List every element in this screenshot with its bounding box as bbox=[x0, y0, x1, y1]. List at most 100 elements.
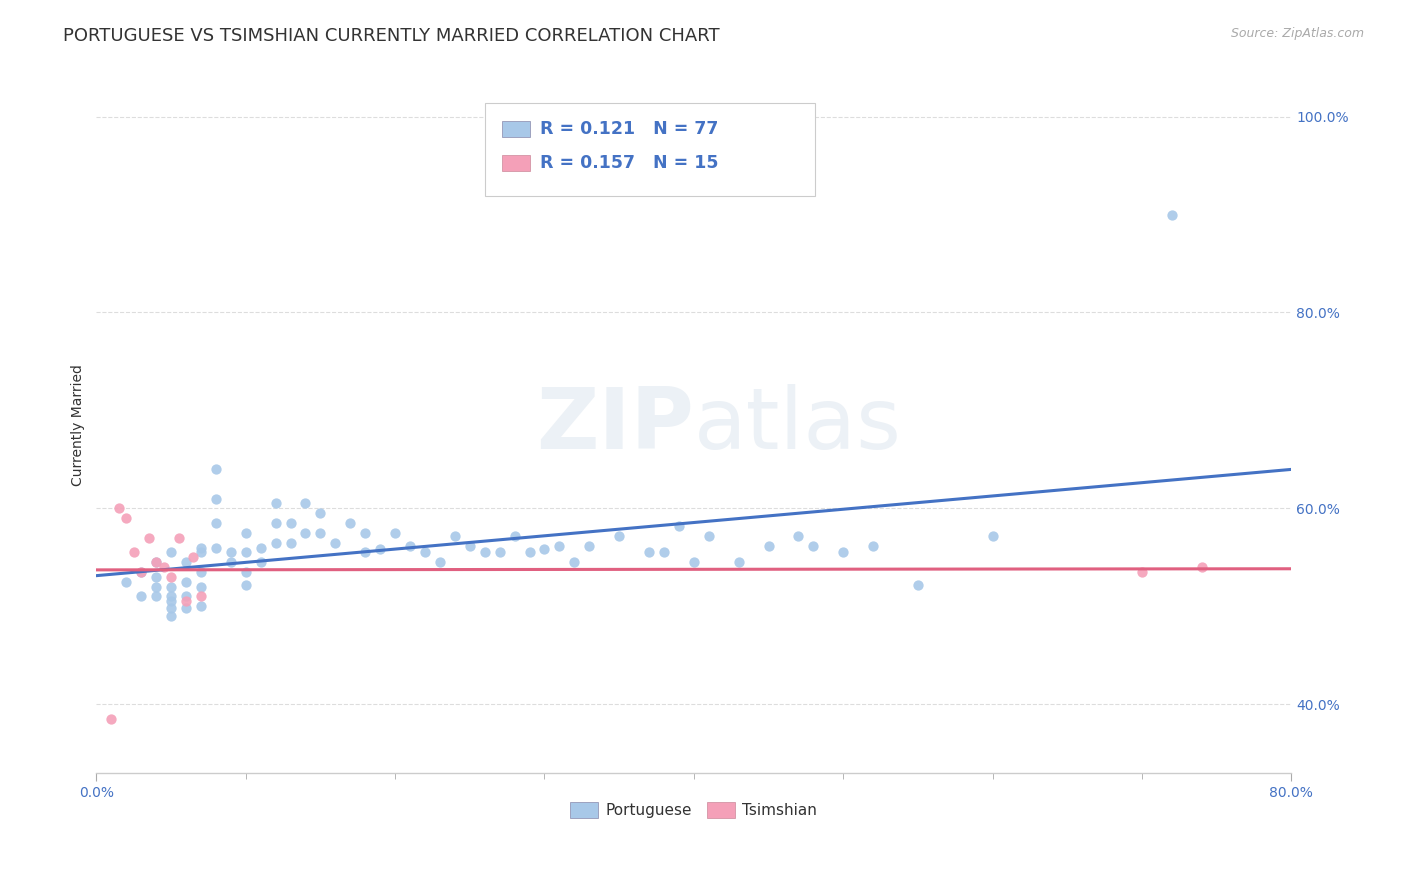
Point bbox=[145, 570, 167, 584]
Point bbox=[519, 545, 541, 559]
Point bbox=[1130, 565, 1153, 579]
Point bbox=[235, 525, 257, 540]
Point bbox=[907, 578, 929, 592]
Point bbox=[474, 545, 496, 559]
Text: Source: ZipAtlas.com: Source: ZipAtlas.com bbox=[1230, 27, 1364, 40]
Point bbox=[758, 539, 780, 553]
Point bbox=[249, 555, 271, 569]
Y-axis label: Currently Married: Currently Married bbox=[72, 364, 86, 486]
Text: ZIP: ZIP bbox=[536, 384, 693, 467]
Point bbox=[183, 550, 205, 565]
Point bbox=[562, 555, 585, 569]
Text: R = 0.121   N = 77: R = 0.121 N = 77 bbox=[540, 120, 718, 138]
Text: atlas: atlas bbox=[693, 384, 901, 467]
Point bbox=[100, 712, 122, 726]
Point bbox=[294, 525, 316, 540]
Point bbox=[145, 555, 167, 569]
Point bbox=[190, 590, 212, 604]
Point bbox=[129, 590, 152, 604]
Point bbox=[294, 496, 316, 510]
Point bbox=[167, 531, 190, 545]
Text: PORTUGUESE VS TSIMSHIAN CURRENTLY MARRIED CORRELATION CHART: PORTUGUESE VS TSIMSHIAN CURRENTLY MARRIE… bbox=[63, 27, 720, 45]
Point bbox=[205, 491, 228, 506]
Point bbox=[339, 516, 361, 530]
Point bbox=[384, 525, 406, 540]
Point bbox=[354, 525, 377, 540]
Point bbox=[503, 529, 526, 543]
Point bbox=[488, 545, 510, 559]
Point bbox=[235, 565, 257, 579]
Point bbox=[548, 539, 571, 553]
Point bbox=[160, 590, 183, 604]
Point bbox=[219, 545, 242, 559]
Point bbox=[160, 594, 183, 608]
Point bbox=[129, 565, 152, 579]
Point bbox=[190, 565, 212, 579]
Point bbox=[152, 560, 174, 574]
Point bbox=[174, 594, 197, 608]
Point bbox=[115, 574, 138, 589]
Point bbox=[399, 539, 422, 553]
Point bbox=[190, 580, 212, 594]
Point bbox=[325, 535, 347, 549]
Point bbox=[249, 541, 271, 555]
Point bbox=[697, 529, 720, 543]
Point bbox=[205, 516, 228, 530]
Point bbox=[205, 462, 228, 476]
Point bbox=[174, 601, 197, 615]
Point bbox=[832, 545, 855, 559]
Legend: Portuguese, Tsimshian: Portuguese, Tsimshian bbox=[564, 796, 824, 824]
Point bbox=[444, 529, 467, 543]
Point bbox=[862, 539, 884, 553]
Point bbox=[368, 542, 391, 557]
Point bbox=[652, 545, 675, 559]
Point bbox=[138, 531, 160, 545]
Point bbox=[280, 535, 302, 549]
Point bbox=[1160, 208, 1182, 222]
Point bbox=[981, 529, 1004, 543]
Point bbox=[578, 539, 600, 553]
Point bbox=[190, 599, 212, 614]
Point bbox=[309, 525, 332, 540]
Point bbox=[1191, 560, 1213, 574]
Point bbox=[219, 555, 242, 569]
Point bbox=[160, 570, 183, 584]
Point bbox=[607, 529, 630, 543]
Point bbox=[190, 545, 212, 559]
Point bbox=[533, 542, 555, 557]
Point bbox=[235, 545, 257, 559]
Point bbox=[727, 555, 749, 569]
Point bbox=[264, 496, 287, 510]
Point bbox=[145, 580, 167, 594]
Point bbox=[190, 541, 212, 555]
Point bbox=[280, 516, 302, 530]
Point bbox=[129, 565, 152, 579]
Point bbox=[115, 511, 138, 525]
Point bbox=[174, 555, 197, 569]
Point bbox=[174, 574, 197, 589]
Point bbox=[413, 545, 436, 559]
Point bbox=[458, 539, 481, 553]
Point bbox=[205, 541, 228, 555]
Point bbox=[429, 555, 451, 569]
Point bbox=[145, 590, 167, 604]
Point bbox=[160, 580, 183, 594]
Point bbox=[160, 601, 183, 615]
Point bbox=[309, 506, 332, 520]
Point bbox=[682, 555, 704, 569]
Text: R = 0.157   N = 15: R = 0.157 N = 15 bbox=[540, 154, 718, 172]
Point bbox=[107, 501, 129, 516]
Point bbox=[160, 545, 183, 559]
Point bbox=[122, 545, 145, 559]
Point bbox=[264, 535, 287, 549]
Point bbox=[787, 529, 810, 543]
Point bbox=[174, 590, 197, 604]
Point bbox=[638, 545, 661, 559]
Point bbox=[354, 545, 377, 559]
Point bbox=[160, 609, 183, 624]
Point bbox=[145, 555, 167, 569]
Point bbox=[668, 519, 690, 533]
Point bbox=[235, 578, 257, 592]
Point bbox=[264, 516, 287, 530]
Point bbox=[801, 539, 824, 553]
